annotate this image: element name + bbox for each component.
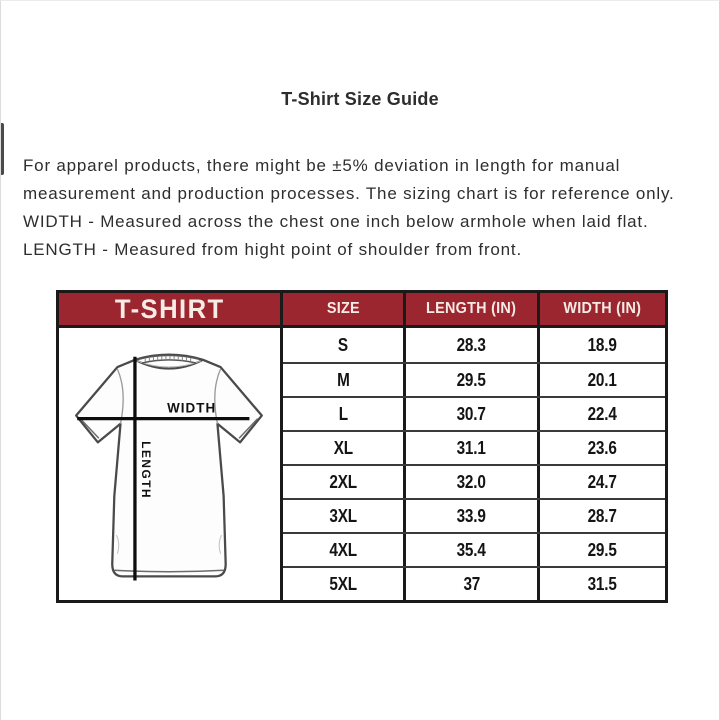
length-cell: 30.7 <box>403 398 537 430</box>
table-row: XL 31.1 23.6 <box>283 430 665 464</box>
size-cell: L <box>338 403 348 424</box>
diagram-length-label: LENGTH <box>139 441 153 499</box>
length-definition: LENGTH - Measured from hight point of sh… <box>23 240 522 259</box>
left-edge-artifact <box>1 123 4 175</box>
size-cell: 5XL <box>329 573 357 594</box>
width-column-header: WIDTH (IN) <box>537 293 665 325</box>
size-cell: S <box>337 334 349 355</box>
length-cell: 33.9 <box>403 500 537 532</box>
size-cell: 4XL <box>329 539 357 560</box>
tshirt-diagram-cell: WIDTH LENGTH <box>59 328 283 600</box>
size-chart-table: T-SHIRT SIZE LENGTH (IN) WIDTH (IN) <box>56 290 668 603</box>
tshirt-diagram-icon: WIDTH LENGTH <box>74 353 263 581</box>
product-header-cell: T-SHIRT <box>59 293 283 325</box>
guide-notes: For apparel products, there might be ±5%… <box>23 152 683 264</box>
size-table-rows: S 28.3 18.9 M 29.5 20.1 L 30.7 22.4 XL 31.1 23.6 2XL… <box>283 328 665 600</box>
size-cell: 3XL <box>329 505 357 526</box>
size-cell: M <box>336 369 350 390</box>
diagram-width-label: WIDTH <box>167 400 216 415</box>
table-row: S 28.3 18.9 <box>283 328 665 362</box>
table-row: 5XL 37 31.5 <box>283 566 665 600</box>
intro-text: For apparel products, there might be ±5%… <box>23 156 675 203</box>
size-column-header: SIZE <box>283 293 403 325</box>
length-cell: 28.3 <box>403 328 537 362</box>
length-cell: 35.4 <box>403 534 537 566</box>
table-header-row: T-SHIRT SIZE LENGTH (IN) WIDTH (IN) <box>59 293 665 328</box>
product-label: T-SHIRT <box>114 293 225 324</box>
table-row: 3XL 33.9 28.7 <box>283 498 665 532</box>
width-cell: 29.5 <box>537 534 665 566</box>
width-cell: 20.1 <box>537 364 665 396</box>
width-definition: WIDTH - Measured across the chest one in… <box>23 212 649 231</box>
length-column-header: LENGTH (IN) <box>403 293 537 325</box>
table-row: 2XL 32.0 24.7 <box>283 464 665 498</box>
table-row: M 29.5 20.1 <box>283 362 665 396</box>
length-cell: 37 <box>403 568 537 600</box>
length-cell: 32.0 <box>403 466 537 498</box>
size-cell: XL <box>333 437 353 458</box>
width-cell: 28.7 <box>537 500 665 532</box>
table-body: WIDTH LENGTH S 28.3 18.9 M 29.5 20.1 L 30.7 22.4… <box>59 328 665 600</box>
length-cell: 29.5 <box>403 364 537 396</box>
width-cell: 23.6 <box>537 432 665 464</box>
width-cell: 31.5 <box>537 568 665 600</box>
length-cell: 31.1 <box>403 432 537 464</box>
width-cell: 24.7 <box>537 466 665 498</box>
page-title: T-Shirt Size Guide <box>281 89 439 109</box>
width-cell: 18.9 <box>537 328 665 362</box>
size-cell: 2XL <box>329 471 357 492</box>
width-cell: 22.4 <box>537 398 665 430</box>
table-row: 4XL 35.4 29.5 <box>283 532 665 566</box>
table-row: L 30.7 22.4 <box>283 396 665 430</box>
